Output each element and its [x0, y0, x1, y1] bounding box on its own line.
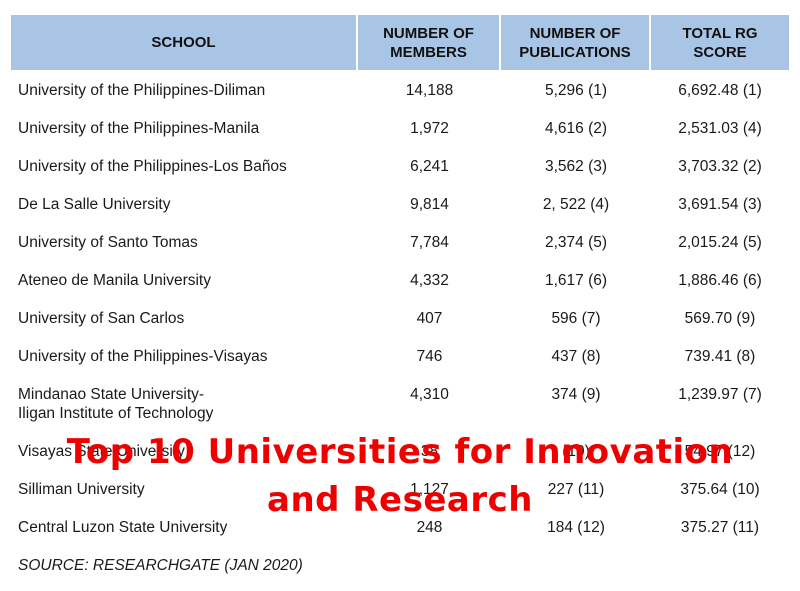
- publications-value: 3,562 (3): [544, 158, 608, 175]
- rg-score-value: 1,239.97 (7): [678, 386, 762, 403]
- header-members: NUMBER OF MEMBERS: [358, 15, 501, 70]
- publications-value: (10): [562, 443, 590, 460]
- rg-score-value: 375.27 (11): [680, 519, 760, 536]
- school-name: University of Santo Tomas: [18, 234, 198, 251]
- overlay-title: Top 10 Universities for Innovation and R…: [0, 428, 800, 524]
- members-value: 1,972: [410, 120, 449, 137]
- school-name: De La Salle University: [18, 196, 171, 213]
- publications-value: 596 (7): [551, 310, 601, 327]
- rg-score-value: 2,531.03 (4): [678, 120, 762, 137]
- school-name: University of the Philippines-Visayas: [18, 348, 268, 365]
- rankings-table: SCHOOL NUMBER OF MEMBERS NUMBER OF PUBLI…: [11, 15, 789, 70]
- members-value: 248: [416, 519, 443, 536]
- members-value: 1,127: [410, 481, 449, 498]
- header-rg-score: TOTAL RG SCORE: [651, 15, 789, 70]
- publications-value: 5,296 (1): [544, 82, 608, 99]
- publications-value: 374 (9): [551, 386, 601, 403]
- members-value: 9,814: [410, 196, 449, 213]
- school-name: Central Luzon State University: [18, 519, 228, 536]
- source-note: SOURCE: RESEARCHGATE (JAN 2020): [18, 557, 303, 574]
- rg-score-value: 3,691.54 (3): [678, 196, 762, 213]
- publications-value: 2,374 (5): [544, 234, 608, 251]
- publications-value: 437 (8): [551, 348, 601, 365]
- overlay-title-line2: and Research: [267, 480, 533, 520]
- school-name: University of the Philippines-Diliman: [18, 82, 266, 99]
- rg-score-value: 1,886.46 (6): [678, 272, 762, 289]
- rg-score-value: 3,703.32 (2): [678, 158, 762, 175]
- header-school: SCHOOL: [11, 15, 358, 70]
- header-publications: NUMBER OF PUBLICATIONS: [501, 15, 651, 70]
- rg-score-value: 375.64 (10): [680, 481, 760, 498]
- members-value: 407: [416, 310, 443, 327]
- members-value: 4,332: [410, 272, 449, 289]
- overlay-title-line1: Top 10 Universities for Innovation: [66, 432, 734, 472]
- members-value: 6,241: [410, 158, 449, 175]
- rg-score-value: 2,015.24 (5): [678, 234, 762, 251]
- rg-score-value: 54.97 (12): [684, 443, 756, 460]
- publications-value: 4,616 (2): [544, 120, 608, 137]
- publications-value: 184 (12): [547, 519, 605, 536]
- members-value: 746: [416, 348, 443, 365]
- rg-score-value: 739.41 (8): [684, 348, 756, 365]
- school-name: Mindanao State University- Iligan Institu…: [18, 385, 213, 423]
- school-name: Silliman University: [18, 481, 145, 498]
- members-value: 14,188: [405, 82, 454, 99]
- publications-value: 2, 522 (4): [542, 196, 610, 213]
- rg-score-value: 6,692.48 (1): [678, 82, 762, 99]
- members-value: 7,784: [410, 234, 449, 251]
- school-name: University of the Philippines-Manila: [18, 120, 260, 137]
- school-name: Visayas State University: [18, 443, 185, 460]
- school-name-line1: Mindanao State University-: [18, 386, 205, 403]
- members-value: 4,310: [410, 386, 449, 403]
- school-name: University of San Carlos: [18, 310, 185, 327]
- members-value: 38: [420, 443, 439, 460]
- table-header: SCHOOL NUMBER OF MEMBERS NUMBER OF PUBLI…: [11, 15, 789, 70]
- school-name-line2: Iligan Institute of Technology: [18, 405, 214, 422]
- publications-value: 1,617 (6): [544, 272, 608, 289]
- school-name: Ateneo de Manila University: [18, 272, 211, 289]
- school-name: University of the Philippines-Los Baños: [18, 158, 287, 175]
- rg-score-value: 569.70 (9): [684, 310, 756, 327]
- publications-value: 227 (11): [547, 481, 605, 498]
